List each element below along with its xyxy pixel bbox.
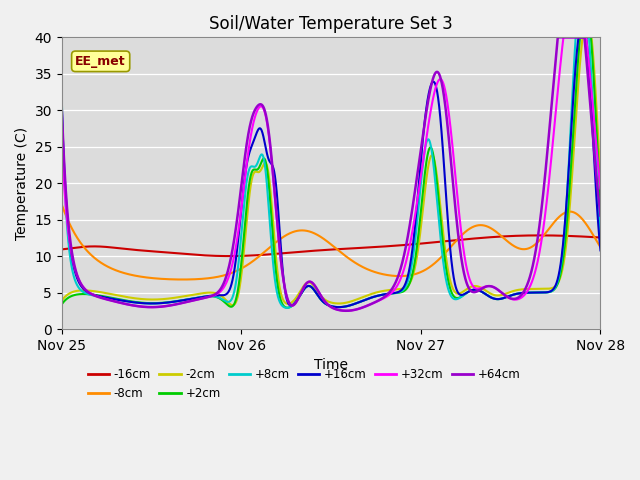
Title: Soil/Water Temperature Set 3: Soil/Water Temperature Set 3 — [209, 15, 453, 33]
Text: EE_met: EE_met — [76, 55, 126, 68]
Legend: -16cm, -8cm, -2cm, +2cm, +8cm, +16cm, +32cm, +64cm: -16cm, -8cm, -2cm, +2cm, +8cm, +16cm, +3… — [83, 363, 525, 405]
X-axis label: Time: Time — [314, 358, 348, 372]
Y-axis label: Temperature (C): Temperature (C) — [15, 127, 29, 240]
